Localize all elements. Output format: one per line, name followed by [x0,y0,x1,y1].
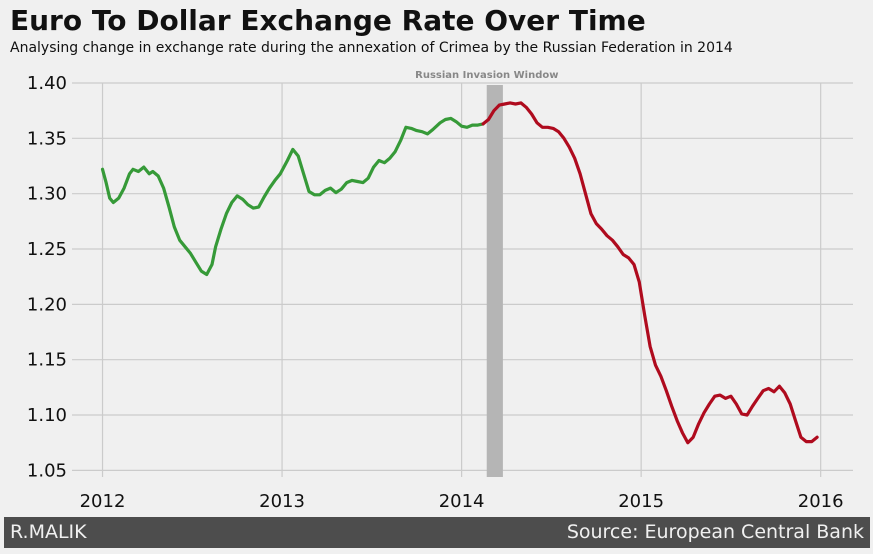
x-tick-label: 2016 [798,491,844,512]
series-line-1 [100,116,485,277]
chart-subtitle: Analysing change in exchange rate during… [10,40,733,56]
y-tick-label: 1.40 [27,73,67,94]
invasion-window-band: Russian Invasion Window [415,70,558,477]
tick-labels: 1.05 1.10 1.15 1.20 1.25 1.30 1.35 1.40 2012 2013… [27,73,844,512]
series-lines [100,101,819,445]
y-tick-label: 1.25 [27,239,67,260]
invasion-window-label: Russian Invasion Window [415,70,558,81]
y-tick-label: 1.20 [27,294,67,315]
line-chart: Russian Invasion Window 1.05 1.10 1.15 1.20… [27,70,853,512]
invasion-window-rect [486,85,503,477]
x-tick-label: 2012 [80,491,126,512]
y-tick-label: 1.15 [27,350,67,371]
y-tick-label: 1.35 [27,128,67,149]
y-tick-label: 1.30 [27,184,67,205]
footer-source: Source: European Central Bank [566,521,864,543]
x-tick-label: 2015 [618,491,664,512]
x-tick-label: 2013 [259,491,305,512]
x-tick-label: 2014 [439,491,485,512]
footer-author: R.MALIK [10,521,87,543]
series-line-2 [481,101,819,445]
chart-title: Euro To Dollar Exchange Rate Over Time [10,4,646,37]
grid [72,82,853,477]
y-tick-label: 1.05 [27,460,67,481]
y-tick-label: 1.10 [27,405,67,426]
footer-bar: R.MALIK Source: European Central Bank [4,517,870,548]
